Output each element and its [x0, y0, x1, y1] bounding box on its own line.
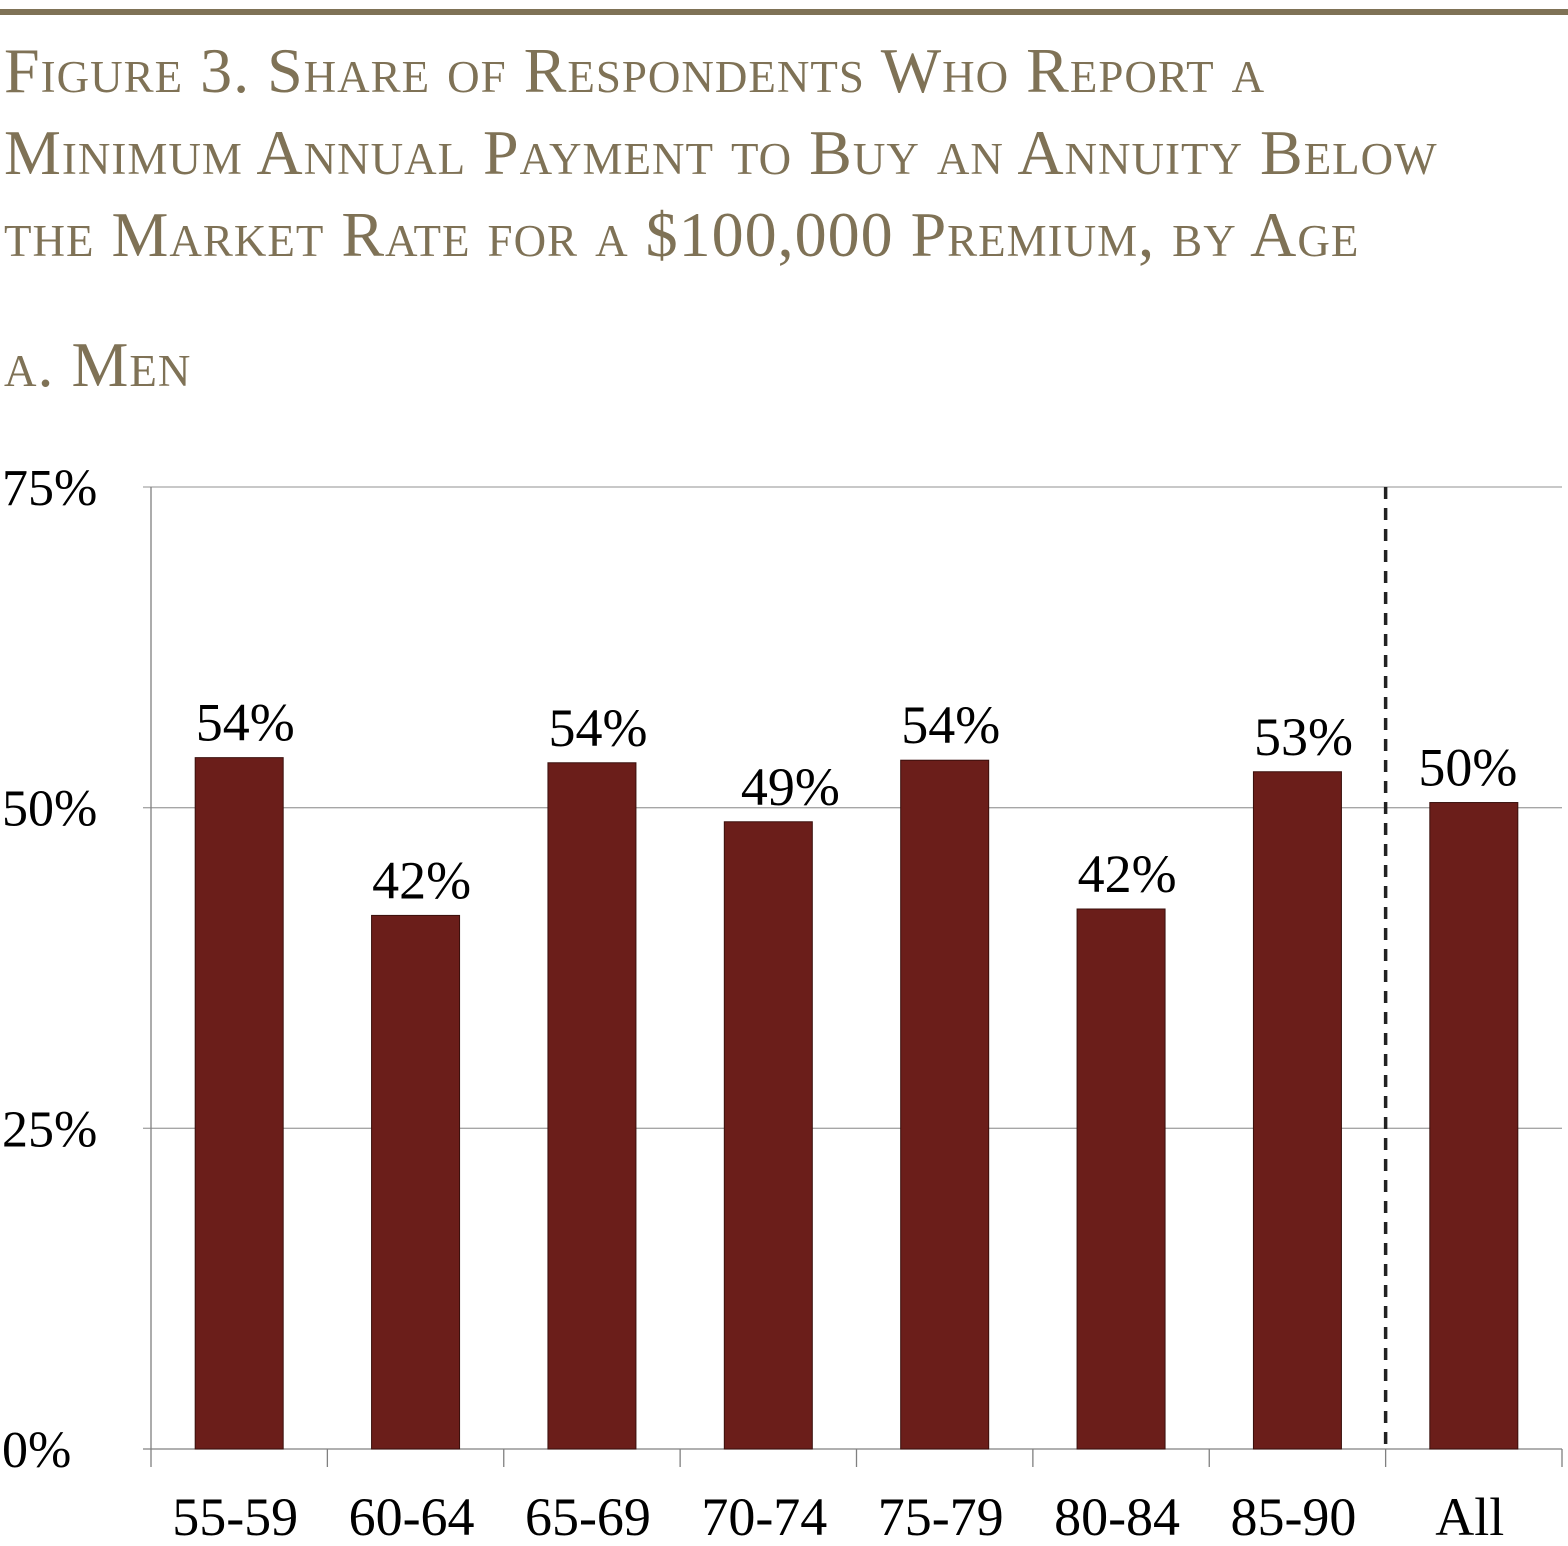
- figure-title: Figure 3. Share of Respondents Who Repor…: [4, 30, 1438, 276]
- data-label: 42%: [372, 850, 471, 910]
- bar-55-59: [194, 757, 284, 1450]
- data-label: 42%: [1078, 844, 1177, 904]
- bar-80-84: [1076, 908, 1166, 1450]
- data-label: 54%: [196, 693, 295, 753]
- x-tick-label: 65-69: [525, 1487, 651, 1546]
- title-line-2: Minimum Annual Payment to Buy an Annuity…: [4, 117, 1438, 188]
- data-label: 50%: [1418, 738, 1517, 798]
- y-tick-label: 75%: [2, 460, 97, 517]
- bar-70-74: [723, 821, 813, 1450]
- data-label: 54%: [901, 695, 1000, 755]
- title-line-1: Figure 3. Share of Respondents Who Repor…: [4, 35, 1266, 106]
- x-tick-label: All: [1435, 1487, 1504, 1546]
- bar-85-90: [1252, 771, 1342, 1450]
- data-label: 49%: [741, 757, 840, 817]
- x-tick-label: 75-79: [878, 1487, 1004, 1546]
- x-tick-label: 60-64: [349, 1487, 475, 1546]
- x-tick-label: 70-74: [701, 1487, 827, 1546]
- top-rule: [0, 9, 1568, 15]
- bar-All: [1429, 802, 1519, 1450]
- title-line-3: the Market Rate for a $100,000 Premium, …: [4, 199, 1360, 270]
- y-tick-label: 25%: [2, 1101, 97, 1158]
- bar-60-64: [371, 914, 461, 1450]
- x-tick-label: 85-90: [1230, 1487, 1356, 1546]
- data-label: 53%: [1254, 707, 1353, 767]
- x-tick-label: 80-84: [1054, 1487, 1180, 1546]
- x-tick-label: 55-59: [172, 1487, 298, 1546]
- panel-subtitle: a. Men: [4, 329, 192, 400]
- bar-65-69: [547, 762, 637, 1450]
- y-tick-label: 50%: [2, 781, 97, 838]
- data-label: 54%: [548, 698, 647, 758]
- y-tick-label: 0%: [2, 1422, 71, 1479]
- bar-75-79: [900, 759, 990, 1450]
